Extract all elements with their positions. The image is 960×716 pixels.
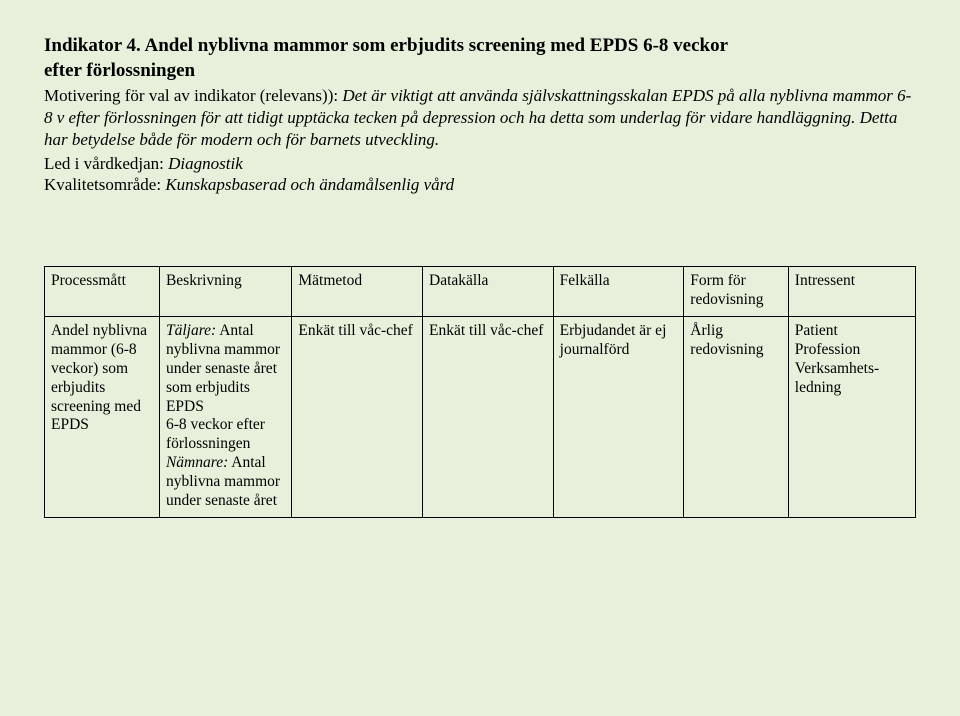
- th-processmatt: Processmått: [45, 267, 160, 317]
- table-row: Andel nyblivna mammor (6-8 veckor) som e…: [45, 316, 916, 517]
- cell-beskrivning: Täljare: Antal nyblivna mammor under sen…: [159, 316, 291, 517]
- namnare-label: Nämnare:: [166, 454, 228, 471]
- kval-row: Kvalitetsområde: Kunskapsbaserad och änd…: [44, 174, 916, 196]
- indicator-heading: Indikator 4. Andel nyblivna mammor som e…: [44, 34, 916, 83]
- kval-label: Kvalitetsområde:: [44, 175, 165, 194]
- table-header-row: Processmått Beskrivning Mätmetod Datakäl…: [45, 267, 916, 317]
- taljare-label: Täljare:: [166, 322, 216, 339]
- motivering-block: Motivering för val av indikator (relevan…: [44, 85, 916, 150]
- th-felkalla: Felkälla: [553, 267, 684, 317]
- led-row: Led i vårdkedjan: Diagnostik: [44, 153, 916, 175]
- cell-intressent: PatientProfessionVerksamhets-ledning: [788, 316, 915, 517]
- motivering-label: Motivering för val av indikator (relevan…: [44, 86, 342, 105]
- cell-form: Årlig redovisning: [684, 316, 789, 517]
- beskrivning-mid: 6-8 veckor efter förlossningen: [166, 416, 265, 452]
- heading-line2: efter förlossningen: [44, 60, 195, 81]
- led-value: Diagnostik: [168, 154, 243, 173]
- th-form: Form för redovisning: [684, 267, 789, 317]
- th-matmetod: Mätmetod: [292, 267, 423, 317]
- kval-value: Kunskapsbaserad och ändamålsenlig vård: [165, 175, 454, 194]
- cell-matmetod: Enkät till våc-chef: [292, 316, 423, 517]
- th-beskrivning: Beskrivning: [159, 267, 291, 317]
- th-datakalla: Datakälla: [423, 267, 554, 317]
- cell-datakalla: Enkät till våc-chef: [423, 316, 554, 517]
- indicator-table: Processmått Beskrivning Mätmetod Datakäl…: [44, 266, 916, 518]
- cell-felkalla: Erbjudandet är ej journalförd: [553, 316, 684, 517]
- heading-line1: Indikator 4. Andel nyblivna mammor som e…: [44, 35, 728, 56]
- table-container: Processmått Beskrivning Mätmetod Datakäl…: [44, 266, 916, 518]
- th-intressent: Intressent: [788, 267, 915, 317]
- page-root: Indikator 4. Andel nyblivna mammor som e…: [0, 0, 960, 518]
- led-label: Led i vårdkedjan:: [44, 154, 168, 173]
- cell-processmatt: Andel nyblivna mammor (6-8 veckor) som e…: [45, 316, 160, 517]
